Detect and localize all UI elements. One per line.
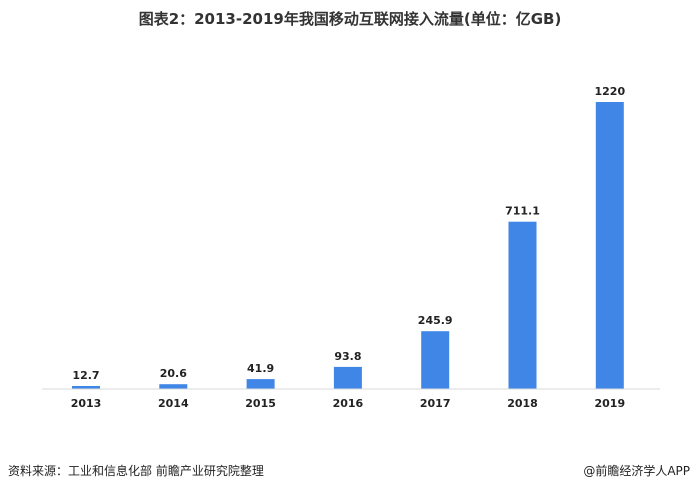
x-tick-label-2015: 2015 xyxy=(245,397,276,410)
bars-group xyxy=(72,102,624,389)
x-tick-label-2019: 2019 xyxy=(594,397,625,410)
x-tick-label-2017: 2017 xyxy=(420,397,451,410)
value-label-2016: 93.8 xyxy=(334,350,361,363)
value-label-2014: 20.6 xyxy=(160,367,187,380)
value-label-2013: 12.7 xyxy=(72,369,99,382)
x-tick-label-2016: 2016 xyxy=(333,397,364,410)
value-label-2015: 41.9 xyxy=(247,362,274,375)
bar-2016 xyxy=(333,366,362,389)
value-label-2019: 1220 xyxy=(594,85,625,98)
value-labels-group: 12.7 20.6 41.9 93.8 245.9 711.1 1220 xyxy=(72,85,625,382)
chart-title: 图表2：2013-2019年我国移动互联网接入流量(单位：亿GB) xyxy=(138,10,562,28)
bar-2018 xyxy=(508,221,537,389)
bar-2015 xyxy=(246,379,275,389)
bar-2014 xyxy=(159,384,188,389)
bar-2019 xyxy=(595,102,624,389)
x-tick-label-2018: 2018 xyxy=(507,397,538,410)
value-label-2017: 245.9 xyxy=(418,314,453,327)
x-tick-label-2013: 2013 xyxy=(71,397,102,410)
bar-2013 xyxy=(72,386,100,389)
brand-credit: @前瞻经济学人APP xyxy=(583,464,690,478)
value-label-2018: 711.1 xyxy=(505,205,540,218)
x-tick-label-2014: 2014 xyxy=(158,397,189,410)
x-tick-labels-group: 2013 2014 2015 2016 2017 2018 2019 xyxy=(71,397,625,410)
source-note: 资料来源：工业和信息化部 前瞻产业研究院整理 xyxy=(8,464,264,478)
bar-2017 xyxy=(421,331,450,389)
